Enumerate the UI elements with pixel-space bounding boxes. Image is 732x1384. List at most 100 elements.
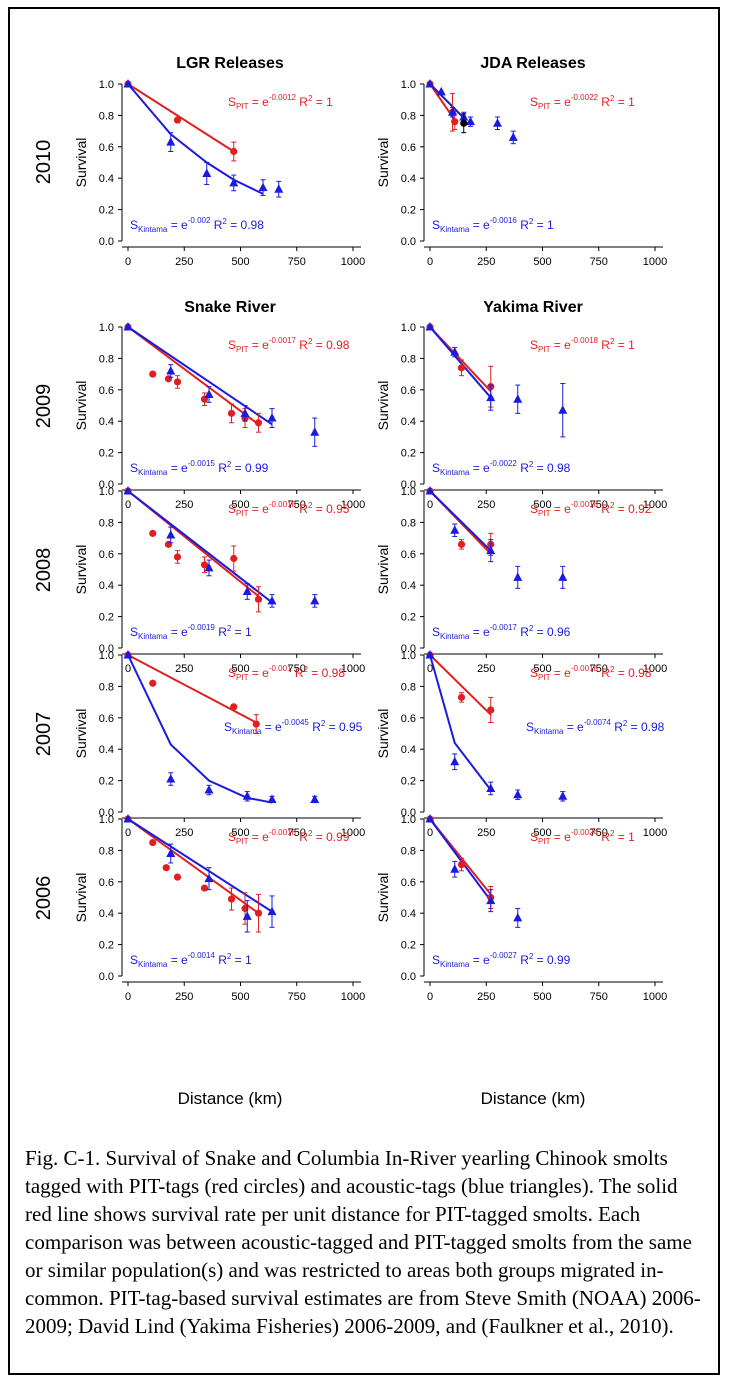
panel-1-0: 0.0 0.2 0.4 0.6 0.8 1.0 0 250 500 750 1000 Survival…	[73, 322, 365, 511]
x-tick-label: 750	[288, 499, 306, 511]
y-tick-label: 1.0	[401, 322, 416, 334]
panel-1-1: 0.0 0.2 0.4 0.6 0.8 1.0 0 250 500 750 1000 Survival…	[375, 322, 667, 511]
x-tick-label: 250	[175, 499, 193, 511]
acoustic-point	[486, 783, 496, 792]
fit-line-acoustic	[429, 326, 492, 399]
y-tick-label: 0.8	[401, 517, 416, 529]
acoustic-point	[448, 107, 457, 116]
pit-point	[254, 419, 263, 427]
y-axis-label: Survival	[73, 138, 89, 188]
fit-line-pit	[127, 654, 257, 724]
fit-line-acoustic	[127, 654, 273, 804]
pit-point	[254, 595, 263, 603]
acoustic-point	[166, 529, 176, 539]
acoustic-point	[310, 595, 320, 605]
acoustic-point	[242, 911, 252, 920]
fit-equation-pit: SPIT = e-0.0017 R2 = 0.98	[228, 336, 350, 354]
x-tick-label: 1000	[643, 827, 667, 839]
panel-4-1: 0.0 0.2 0.4 0.6 0.8 1.0 0 250 500 750 1000 Survival…	[375, 814, 667, 1003]
acoustic-point	[466, 116, 475, 126]
y-tick-label: 0.4	[401, 744, 416, 756]
acoustic-point	[123, 486, 133, 495]
fit-equation-pit: SPIT = e-0.0024 R2 = 1	[530, 828, 635, 846]
x-tick-label: 750	[288, 991, 306, 1003]
x-axis-label-left: Distance (km)	[178, 1089, 283, 1108]
pit-point	[149, 838, 157, 847]
x-tick-label: 1000	[643, 663, 667, 675]
pit-point	[173, 553, 182, 561]
x-axis-label-right: Distance (km)	[481, 1089, 586, 1108]
fit-equation-pit: SPIT = e-0.0018 R2 = 1	[530, 336, 635, 354]
y-axis-label: Survival	[73, 709, 89, 759]
acoustic-point	[486, 392, 496, 402]
pit-point	[149, 679, 157, 687]
acoustic-point	[123, 650, 133, 659]
panel-2-1: 0.0 0.2 0.4 0.6 0.8 1.0 0 250 500 750 1000 Survival…	[375, 486, 667, 675]
y-tick-label: 0.8	[401, 845, 416, 857]
y-tick-label: 0.2	[99, 448, 114, 460]
acoustic-point	[425, 650, 435, 659]
y-tick-label: 0.8	[99, 845, 114, 857]
fit-equation-kintama: SKintama = e-0.0022 R2 = 0.98	[432, 459, 571, 477]
pit-point	[254, 909, 263, 917]
x-tick-label: 750	[590, 991, 608, 1003]
y-tick-label: 0.6	[401, 549, 416, 561]
x-tick-label: 500	[533, 991, 551, 1003]
y-tick-label: 0.4	[401, 908, 416, 920]
y-tick-label: 0.2	[99, 612, 114, 624]
pit-point	[230, 703, 238, 711]
y-tick-label: 1.0	[401, 79, 416, 91]
panel-0-1: 0.0 0.2 0.4 0.6 0.8 1.0 0 250 500 750 1000 Survival…	[375, 79, 667, 268]
acoustic-point	[436, 86, 446, 96]
x-tick-label: 250	[477, 991, 495, 1003]
acoustic-point	[204, 562, 214, 572]
x-tick-label: 500	[231, 991, 249, 1003]
row-year-2006: 2006	[33, 876, 55, 921]
acoustic-point	[425, 322, 435, 331]
y-tick-label: 1.0	[99, 79, 114, 91]
y-tick-label: 0.2	[401, 612, 416, 624]
acoustic-point	[450, 756, 460, 766]
fit-equation-pit: SPIT = e-0.0018 R2 = 0.92	[530, 500, 652, 518]
fit-equation-pit: SPIT = e-0.0012 R2 = 1	[228, 93, 333, 111]
fit-equation-kintama: SKintama = e-0.0045 R2 = 0.95	[224, 718, 363, 736]
acoustic-point	[513, 394, 523, 403]
acoustic-point	[123, 814, 133, 823]
y-tick-label: 0.0	[401, 807, 416, 819]
y-tick-label: 0.4	[99, 416, 114, 428]
y-axis-label: Survival	[375, 138, 391, 188]
fit-equation-kintama: SKintama = e-0.0074 R2 = 0.98	[526, 718, 665, 736]
x-tick-label: 250	[175, 256, 193, 268]
y-tick-label: 0.8	[401, 110, 416, 122]
x-tick-label: 500	[533, 827, 551, 839]
y-tick-label: 0.0	[99, 643, 114, 655]
acoustic-point	[166, 365, 176, 375]
pit-point	[162, 864, 170, 872]
y-axis-label: Survival	[73, 873, 89, 923]
x-tick-label: 500	[231, 499, 249, 511]
y-tick-label: 0.8	[99, 353, 114, 365]
acoustic-point	[166, 137, 176, 146]
x-tick-label: 0	[125, 499, 131, 511]
fit-line-acoustic	[429, 654, 492, 791]
y-axis-label: Survival	[375, 381, 391, 431]
y-axis-label: Survival	[375, 545, 391, 595]
x-tick-label: 0	[125, 256, 131, 268]
y-tick-label: 0.8	[99, 517, 114, 529]
y-tick-label: 0.8	[401, 353, 416, 365]
x-tick-label: 750	[590, 499, 608, 511]
acoustic-point	[486, 895, 496, 905]
y-tick-label: 0.8	[99, 681, 114, 693]
acoustic-point	[425, 486, 435, 495]
x-tick-label: 250	[175, 827, 193, 839]
figure-caption: Fig. C-1. Survival of Snake and Columbia…	[25, 1146, 701, 1338]
fit-equation-pit: SPIT = e-0.0016 R2 = 0.99	[228, 828, 350, 846]
acoustic-point	[166, 848, 176, 858]
acoustic-point	[123, 79, 133, 88]
y-tick-label: 0.8	[99, 110, 114, 122]
x-tick-label: 250	[477, 256, 495, 268]
x-tick-label: 1000	[341, 663, 365, 675]
x-tick-label: 1000	[341, 991, 365, 1003]
fit-equation-pit: SPIT = e-0.0018 R2 = 0.95	[228, 500, 350, 518]
acoustic-point	[450, 525, 460, 534]
